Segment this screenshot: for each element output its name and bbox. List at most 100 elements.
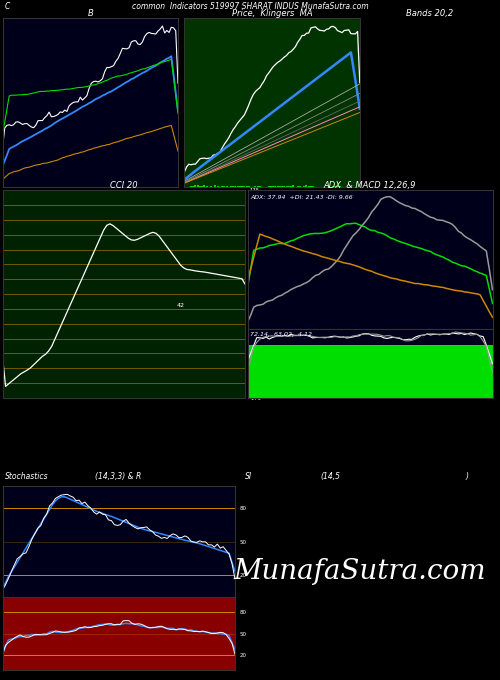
Bar	[268, 345, 271, 398]
Bar	[438, 345, 442, 398]
Bar	[244, 186, 246, 187]
Bar	[298, 345, 302, 398]
Bar	[302, 345, 305, 398]
Bar	[364, 345, 367, 398]
Title: Price,  Klingers  MA: Price, Klingers MA	[232, 9, 312, 18]
Bar	[277, 345, 280, 398]
Bar	[360, 345, 364, 398]
Bar	[234, 186, 236, 187]
Text: (14,3,3) & R: (14,3,3) & R	[95, 472, 142, 481]
Bar	[308, 345, 311, 398]
Bar	[290, 345, 292, 398]
Bar	[284, 186, 286, 187]
Bar	[488, 345, 491, 398]
Bar	[221, 186, 223, 187]
Bar	[416, 345, 420, 398]
Bar	[314, 345, 318, 398]
Bar	[292, 186, 294, 187]
Bar	[256, 186, 258, 187]
Bar	[264, 345, 268, 398]
Bar	[246, 186, 248, 187]
Bar	[367, 345, 370, 398]
Bar	[311, 345, 314, 398]
Title: ADX  & MACD 12,26,9: ADX & MACD 12,26,9	[324, 181, 416, 190]
Bar	[318, 345, 320, 398]
Bar	[448, 345, 450, 398]
Bar	[401, 345, 404, 398]
Bar	[280, 345, 283, 398]
Bar	[246, 345, 249, 398]
Bar	[239, 186, 241, 187]
Text: SI: SI	[245, 472, 252, 481]
Bar	[476, 345, 478, 398]
Bar	[214, 186, 216, 187]
Bar	[358, 345, 360, 398]
Bar	[352, 345, 354, 398]
Title: B: B	[88, 9, 93, 18]
Bar	[330, 345, 333, 398]
Bar	[254, 186, 256, 187]
Bar	[469, 345, 472, 398]
Bar	[258, 345, 262, 398]
Bar	[398, 345, 401, 398]
Bar	[290, 186, 292, 187]
Bar	[420, 345, 422, 398]
Bar	[296, 345, 298, 398]
Text: ADX: 37.94  +DI: 21.43 -DI: 9.66: ADX: 37.94 +DI: 21.43 -DI: 9.66	[250, 194, 352, 199]
Bar	[283, 345, 286, 398]
Bar	[292, 345, 296, 398]
Bar	[414, 345, 416, 398]
Bar	[450, 345, 454, 398]
Bar	[204, 186, 206, 187]
Text: common  Indicators 519997 SHARAT INDUS MunafaSutra.com: common Indicators 519997 SHARAT INDUS Mu…	[132, 2, 368, 11]
Bar	[194, 186, 196, 187]
Bar	[354, 345, 358, 398]
Bar	[382, 345, 386, 398]
Bar	[392, 345, 395, 398]
Bar	[333, 345, 336, 398]
Bar	[339, 186, 341, 187]
Bar	[345, 345, 348, 398]
Bar	[410, 345, 414, 398]
Bar	[271, 345, 274, 398]
Bar	[442, 345, 444, 398]
Bar	[336, 186, 338, 187]
Bar	[342, 345, 345, 398]
Bar	[305, 345, 308, 398]
Bar	[201, 186, 203, 187]
Bar	[328, 186, 330, 187]
Bar	[256, 345, 258, 398]
Bar	[216, 186, 218, 187]
Text: 72.14,  63.02,  4.12: 72.14, 63.02, 4.12	[250, 332, 312, 337]
Bar	[429, 345, 432, 398]
Bar	[463, 345, 466, 398]
Bar	[196, 186, 198, 187]
Bar	[444, 345, 448, 398]
Bar	[472, 345, 476, 398]
Bar	[395, 345, 398, 398]
Bar	[288, 186, 290, 187]
Bar	[422, 345, 426, 398]
Bar	[230, 186, 232, 187]
Text: 42: 42	[177, 303, 185, 307]
Bar	[370, 345, 373, 398]
Text: Stochastics: Stochastics	[5, 472, 49, 481]
Bar	[339, 345, 342, 398]
Bar	[276, 186, 278, 187]
Bar	[224, 186, 226, 187]
Bar	[306, 186, 308, 187]
Bar	[326, 345, 330, 398]
Bar	[304, 186, 306, 187]
Bar	[484, 345, 488, 398]
Bar	[236, 186, 238, 187]
Bar	[308, 186, 310, 187]
Bar	[334, 186, 336, 187]
Text: (14,5: (14,5	[320, 472, 340, 481]
Bar	[299, 186, 301, 187]
Bar	[270, 186, 272, 187]
Bar	[324, 345, 326, 398]
Bar	[373, 345, 376, 398]
Bar	[435, 345, 438, 398]
Title: CCI 20: CCI 20	[110, 181, 138, 190]
Bar	[286, 345, 290, 398]
